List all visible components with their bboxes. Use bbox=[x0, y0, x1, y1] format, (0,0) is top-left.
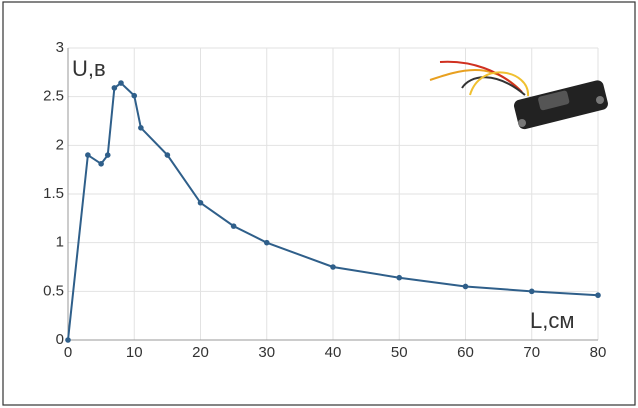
chart: 00.511.522.5301020304050607080U,в L,см bbox=[0, 0, 638, 408]
data-point bbox=[112, 85, 118, 91]
data-point bbox=[463, 284, 469, 290]
data-point bbox=[98, 161, 104, 167]
y-tick-label: 1 bbox=[56, 234, 64, 251]
x-tick-label: 10 bbox=[126, 344, 143, 361]
data-point bbox=[118, 80, 124, 86]
data-point bbox=[131, 93, 137, 99]
x-tick-label: 40 bbox=[325, 344, 342, 361]
y-tick-label: 0.5 bbox=[43, 282, 64, 299]
y-tick-label: 0 bbox=[56, 331, 64, 348]
data-point bbox=[198, 200, 204, 206]
data-point bbox=[529, 289, 535, 295]
data-point bbox=[165, 152, 171, 158]
y-tick-label: 2 bbox=[56, 136, 64, 153]
x-tick-label: 70 bbox=[523, 344, 540, 361]
y-tick-label: 3 bbox=[56, 39, 64, 56]
data-point bbox=[65, 337, 71, 343]
x-tick-label: 50 bbox=[391, 344, 408, 361]
y-axis-label: U,в bbox=[72, 56, 106, 81]
y-tick-label: 2.5 bbox=[43, 88, 64, 105]
data-point bbox=[138, 125, 144, 131]
x-tick-label: 0 bbox=[64, 344, 72, 361]
data-point bbox=[330, 264, 336, 270]
data-point bbox=[85, 152, 91, 158]
x-tick-label: 20 bbox=[192, 344, 209, 361]
data-point bbox=[264, 240, 270, 246]
x-tick-label: 30 bbox=[258, 344, 275, 361]
data-point bbox=[396, 275, 402, 281]
data-point bbox=[105, 152, 111, 158]
data-point bbox=[595, 292, 601, 298]
y-tick-label: 1.5 bbox=[43, 185, 64, 202]
x-tick-label: 60 bbox=[457, 344, 474, 361]
data-point bbox=[231, 223, 237, 229]
x-tick-label: 80 bbox=[590, 344, 607, 361]
x-axis-label: L,см bbox=[530, 308, 574, 333]
